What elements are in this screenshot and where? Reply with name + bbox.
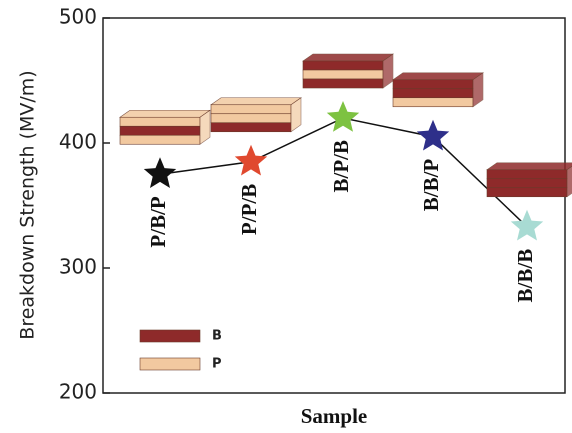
layer (487, 179, 567, 188)
layer (211, 105, 291, 114)
layer (303, 79, 383, 88)
legend-swatch (140, 358, 200, 370)
layer (211, 123, 291, 132)
point (511, 210, 543, 241)
category-label: P/B/P (146, 196, 170, 248)
y-tick-label: 500 (59, 5, 97, 29)
layer (393, 80, 473, 89)
category-label: B/B/B (513, 249, 537, 303)
legend-label: P (212, 357, 222, 372)
x-axis-label: Sample (301, 404, 368, 428)
y-tick-label: 200 (59, 380, 97, 404)
legend-swatch (140, 330, 200, 342)
category-label: B/P/B (329, 140, 353, 193)
y-axis-label: Breakdown Strength (MV/m) (17, 70, 39, 339)
layer (487, 170, 567, 179)
layer-top (303, 54, 393, 61)
y-tick-label: 300 (59, 255, 97, 279)
chart: Breakdown Strength (MV/m) Sample 200 300 4… (0, 0, 572, 433)
layer-top (487, 163, 572, 170)
y-tick-label: 400 (59, 130, 97, 154)
layer (120, 135, 200, 144)
layer-top (120, 110, 210, 117)
layer (393, 98, 473, 107)
legend-label: B (212, 329, 222, 344)
layer (303, 61, 383, 70)
layer-top (393, 73, 483, 80)
layer-top (211, 98, 301, 105)
layer (393, 89, 473, 98)
point (144, 157, 176, 188)
layer (211, 114, 291, 123)
category-label: B/B/P (419, 159, 443, 212)
point (327, 101, 359, 132)
layer (120, 126, 200, 135)
layer (487, 188, 567, 197)
point (235, 145, 267, 176)
point (417, 120, 449, 151)
category-label: P/P/B (237, 184, 261, 235)
layer (303, 70, 383, 79)
layer (120, 117, 200, 126)
